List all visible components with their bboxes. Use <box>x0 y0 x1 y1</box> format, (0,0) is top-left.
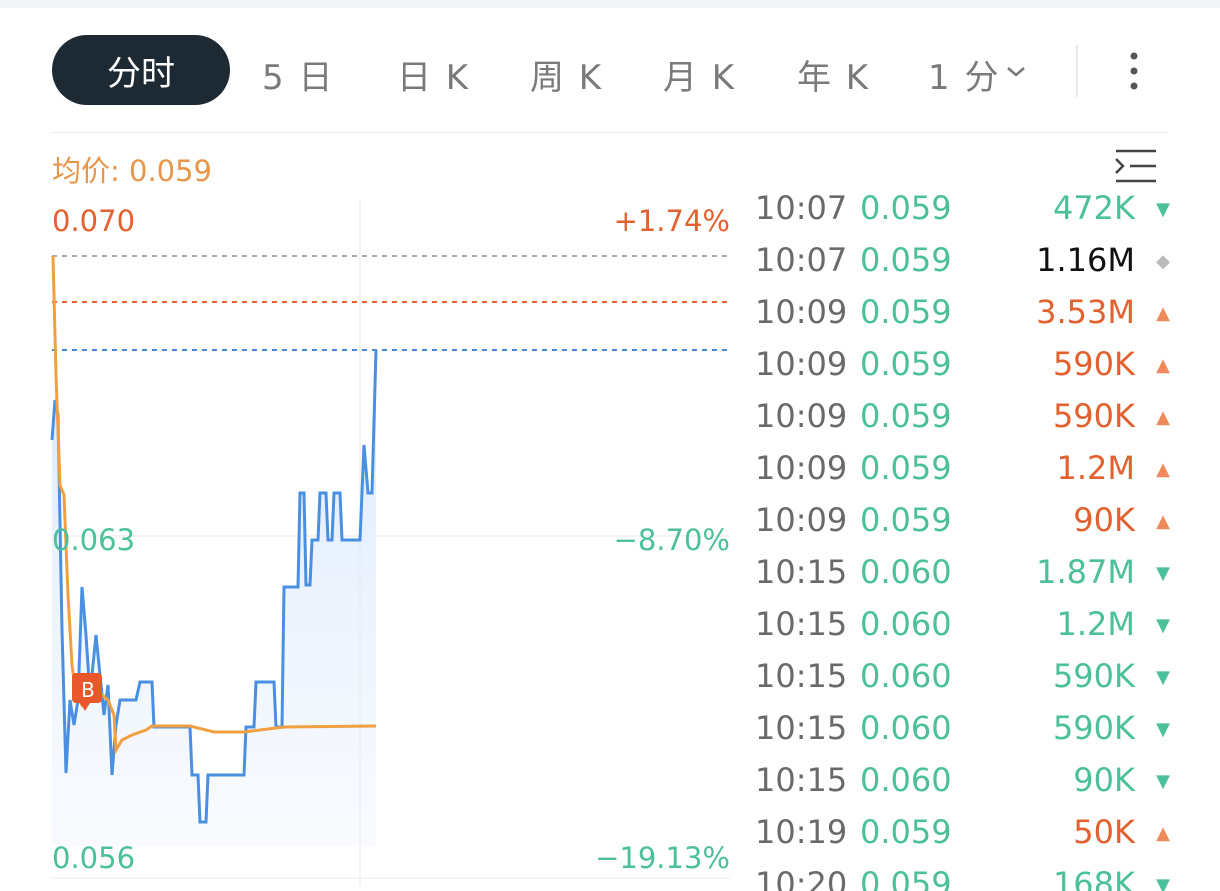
tab[interactable]: 年 K <box>797 58 871 98</box>
trade-row: 10:15 0.060 590K ▼ <box>740 709 1180 761</box>
trade-volume: 1.2M <box>1056 449 1136 487</box>
trade-volume: 1.2M <box>1056 605 1136 643</box>
trade-direction: ▼ <box>1156 875 1170 891</box>
trade-direction: ▲ <box>1156 407 1170 428</box>
trade-volume: 590K <box>1052 345 1135 383</box>
tab[interactable]: 日 K <box>397 58 471 98</box>
trade-price: 0.059 <box>860 293 952 331</box>
trade-direction: ▲ <box>1156 511 1170 532</box>
intraday-chart: B <box>50 200 730 885</box>
trade-time: 10:07 <box>755 195 848 227</box>
trade-direction: ▼ <box>1156 615 1170 636</box>
trade-volume: 590K <box>1052 709 1135 747</box>
trade-price: 0.060 <box>860 709 952 747</box>
trade-time: 10:15 <box>755 709 848 747</box>
trade-time: 10:19 <box>755 813 848 851</box>
trade-direction: ▼ <box>1156 563 1170 584</box>
trade-volume: 1.16M <box>1036 241 1135 279</box>
trade-time: 10:15 <box>755 657 848 695</box>
trade-time: 10:20 <box>755 865 848 891</box>
more-menu[interactable] <box>1122 50 1146 92</box>
trade-price: 0.059 <box>860 813 952 851</box>
trade-direction: ▼ <box>1156 667 1170 688</box>
trade-list: 10:07 0.059 472K ▼ 10:07 0.059 1.16M ◆ 10:09 0.05… <box>740 195 1180 891</box>
trade-direction: ▼ <box>1156 199 1170 220</box>
trade-volume: 168K <box>1052 865 1135 891</box>
divider <box>1076 45 1078 97</box>
trade-time: 10:15 <box>755 553 848 591</box>
trade-price: 0.059 <box>860 195 952 227</box>
trade-direction: ▲ <box>1156 823 1170 844</box>
trade-direction: ▼ <box>1156 771 1170 792</box>
trade-price: 0.059 <box>860 345 952 383</box>
trade-row: 10:15 0.060 1.2M ▼ <box>740 605 1180 657</box>
pct-high: +1.74% <box>613 204 730 238</box>
trade-row: 10:09 0.059 1.2M ▲ <box>740 449 1180 501</box>
trade-volume: 472K <box>1052 195 1135 227</box>
trade-price: 0.059 <box>860 501 952 539</box>
trade-time: 10:15 <box>755 605 848 643</box>
trade-row: 10:07 0.059 472K ▼ <box>740 195 1180 241</box>
trade-volume: 50K <box>1073 813 1135 851</box>
tab[interactable]: 5 日 <box>262 58 335 98</box>
trade-row: 10:09 0.059 590K ▲ <box>740 397 1180 449</box>
tab-active[interactable]: 分时 <box>52 35 230 105</box>
trade-price: 0.059 <box>860 865 952 891</box>
trade-price: 0.060 <box>860 605 952 643</box>
tab[interactable]: 1 分 <box>928 58 1001 98</box>
trade-direction: ▼ <box>1156 719 1170 740</box>
trade-price: 0.060 <box>860 553 952 591</box>
trade-price: 0.060 <box>860 657 952 695</box>
trade-volume: 90K <box>1073 761 1135 799</box>
trade-direction: ▲ <box>1156 459 1170 480</box>
price-mid: 0.063 <box>52 523 136 557</box>
trade-row: 10:15 0.060 590K ▼ <box>740 657 1180 709</box>
trade-price: 0.059 <box>860 241 952 279</box>
trade-price: 0.060 <box>860 761 952 799</box>
divider <box>52 132 1168 133</box>
trade-price: 0.059 <box>860 449 952 487</box>
trade-marker: B <box>81 678 95 702</box>
top-strip <box>0 0 1220 8</box>
price-low: 0.056 <box>52 841 136 875</box>
trade-volume: 90K <box>1073 501 1135 539</box>
trade-volume: 590K <box>1052 397 1135 435</box>
trade-row: 10:09 0.059 3.53M ▲ <box>740 293 1180 345</box>
trade-volume: 590K <box>1052 657 1135 695</box>
trade-time: 10:09 <box>755 397 848 435</box>
trade-row: 10:07 0.059 1.16M ◆ <box>740 241 1180 293</box>
trade-time: 10:09 <box>755 345 848 383</box>
tab[interactable]: 月 K <box>663 58 737 98</box>
trade-time: 10:09 <box>755 293 848 331</box>
avg-price: 均价: 0.059 <box>52 154 213 188</box>
trade-volume: 1.87M <box>1036 553 1135 591</box>
trade-row: 10:15 0.060 90K ▼ <box>740 761 1180 813</box>
list-toggle[interactable] <box>1114 148 1158 184</box>
trade-direction: ◆ <box>1156 251 1170 272</box>
trade-row: 10:09 0.059 590K ▲ <box>740 345 1180 397</box>
pct-low: −19.13% <box>595 841 730 875</box>
trade-time: 10:09 <box>755 449 848 487</box>
dropdown-chevron[interactable] <box>1004 62 1028 82</box>
trade-row: 10:15 0.060 1.87M ▼ <box>740 553 1180 605</box>
trade-volume: 3.53M <box>1036 293 1135 331</box>
trade-time: 10:15 <box>755 761 848 799</box>
price-high: 0.070 <box>52 204 136 238</box>
trade-time: 10:09 <box>755 501 848 539</box>
trade-row: 10:19 0.059 50K ▲ <box>740 813 1180 865</box>
trade-row: 10:20 0.059 168K ▼ <box>740 865 1180 891</box>
trade-time: 10:07 <box>755 241 848 279</box>
tab[interactable]: 周 K <box>530 58 604 98</box>
trade-row: 10:09 0.059 90K ▲ <box>740 501 1180 553</box>
trade-price: 0.059 <box>860 397 952 435</box>
trade-direction: ▲ <box>1156 303 1170 324</box>
pct-mid: −8.70% <box>613 523 730 557</box>
trade-direction: ▲ <box>1156 355 1170 376</box>
